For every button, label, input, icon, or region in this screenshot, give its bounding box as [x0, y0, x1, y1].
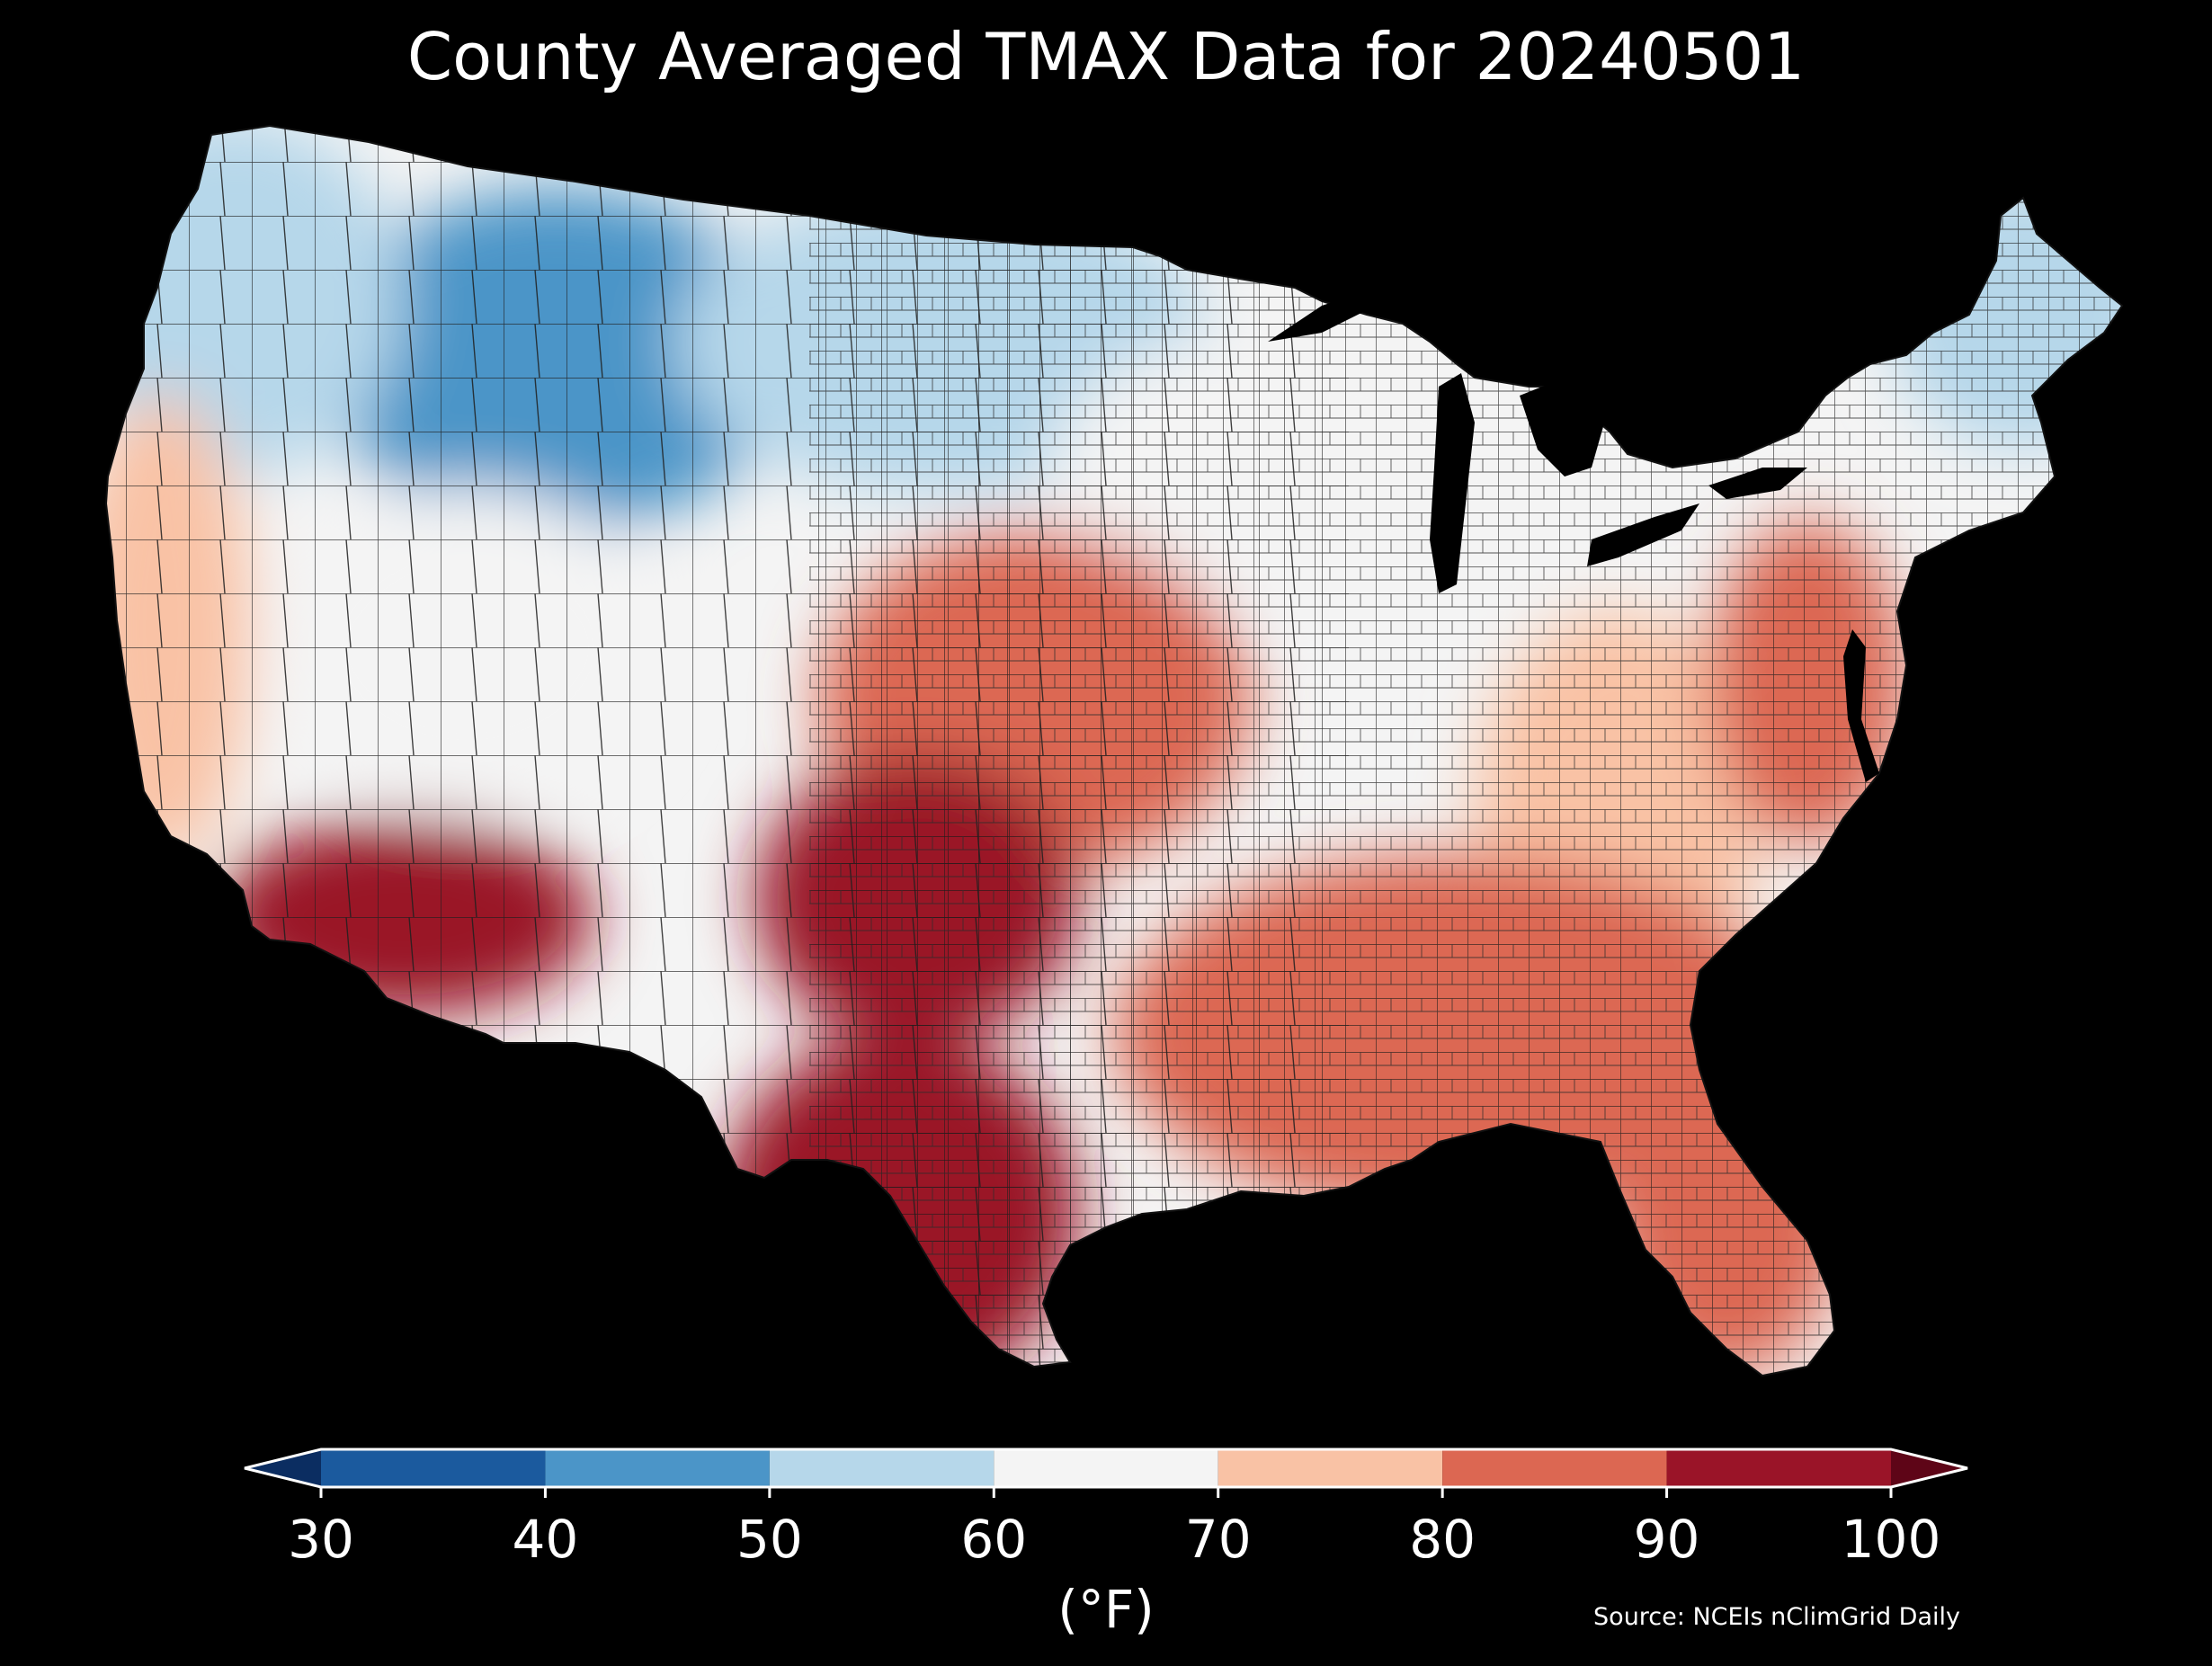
colorbar-bin-50-60: [769, 1449, 995, 1487]
colorbar-bin-90-100: [1666, 1449, 1891, 1487]
colorbar-tick-label: 50: [736, 1509, 803, 1570]
great-lakes: [1268, 288, 1807, 593]
source-note: Source: NCEIs nClimGrid Daily: [1593, 1603, 1960, 1631]
colorbar-bin-70-80: [1217, 1449, 1443, 1487]
chesapeake-bay: [1843, 629, 1879, 782]
lake-huron: [1520, 378, 1610, 477]
colorbar-bin-30-40: [321, 1449, 546, 1487]
colorbar-bin-40-50: [545, 1449, 770, 1487]
colorbar-tick-label: 100: [1841, 1509, 1941, 1570]
colorbar-tick-label: 80: [1409, 1509, 1476, 1570]
colorbar-bin-80-90: [1442, 1449, 1667, 1487]
colorbar-units-label: (°F): [1057, 1579, 1155, 1640]
colorbar-tick-label: 90: [1633, 1509, 1700, 1570]
lake-superior: [1268, 288, 1376, 342]
lake-erie: [1587, 503, 1699, 566]
colorbar-tick-label: 30: [288, 1509, 354, 1570]
lake-ontario: [1708, 468, 1807, 499]
colorbar-over-extension: [1891, 1449, 1967, 1487]
lake-michigan: [1430, 373, 1475, 593]
colorbar-tick-label: 40: [512, 1509, 579, 1570]
colorbar-bin-60-70: [994, 1449, 1218, 1487]
colorbar: [244, 1448, 1968, 1498]
colorbar-tick-label: 60: [960, 1509, 1028, 1570]
colorbar-tick-label: 70: [1184, 1509, 1252, 1570]
map-title: County Averaged TMAX Data for 20240501: [406, 19, 1806, 94]
colorbar-under-extension: [245, 1449, 321, 1487]
